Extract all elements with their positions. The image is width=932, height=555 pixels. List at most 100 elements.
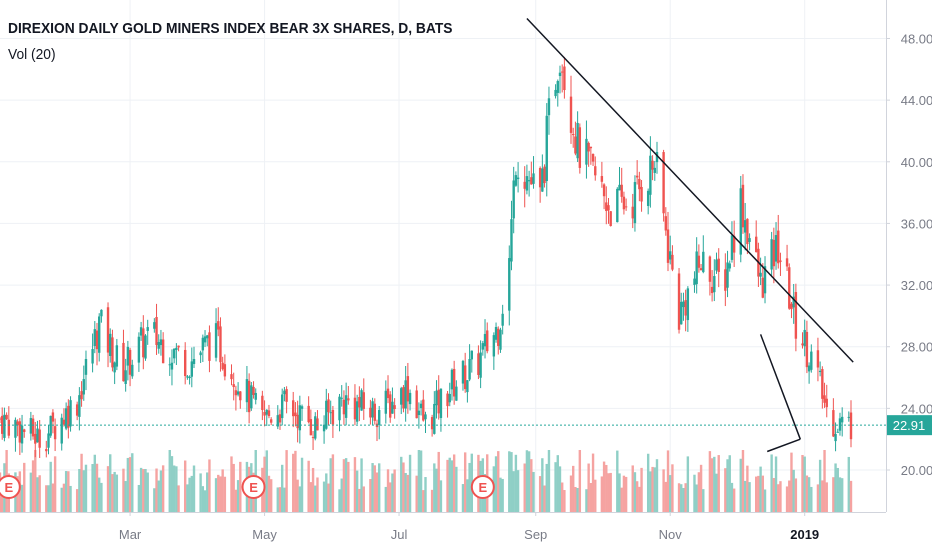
volume-bar xyxy=(49,461,52,512)
volume-bar xyxy=(494,456,498,512)
volume-bar xyxy=(633,472,637,512)
volume-bar xyxy=(157,480,160,512)
volume-bar xyxy=(239,461,242,512)
earnings-marker[interactable]: E xyxy=(470,475,495,499)
volume-bar xyxy=(128,457,132,512)
candle-body xyxy=(153,322,156,329)
volume-bar xyxy=(294,450,297,512)
volume-bar xyxy=(391,473,394,512)
candle-body xyxy=(532,173,535,184)
volume-bar xyxy=(84,464,88,512)
candle-body xyxy=(186,376,189,378)
volume-bar xyxy=(448,457,451,512)
candle-body xyxy=(239,391,242,401)
volume-bar xyxy=(697,472,701,512)
candle-body xyxy=(677,273,681,330)
volume-bar xyxy=(840,478,844,512)
candle-body xyxy=(82,379,85,395)
volume-bar xyxy=(378,463,381,512)
volume-bar xyxy=(342,459,346,512)
volume-bar xyxy=(172,465,176,512)
volume-bar xyxy=(572,465,575,512)
time-axis-label: May xyxy=(252,527,277,542)
candle-body xyxy=(60,417,63,444)
candle-body xyxy=(415,390,418,419)
earnings-marker[interactable]: E xyxy=(241,475,266,499)
candle-body xyxy=(602,184,606,197)
candle-body xyxy=(16,421,19,426)
volume-bar xyxy=(170,456,174,512)
candle-body xyxy=(362,392,365,409)
volume-bar xyxy=(574,486,577,512)
candle-body xyxy=(618,184,621,191)
candle-body xyxy=(834,433,837,442)
candle-body xyxy=(93,329,97,347)
volume-bar xyxy=(805,475,809,512)
volume-bar xyxy=(585,489,588,512)
volume-bar xyxy=(605,464,608,512)
volume-bar xyxy=(532,471,535,512)
earnings-marker[interactable]: E xyxy=(0,475,21,499)
candle-body xyxy=(732,235,736,253)
volume-indicator-label[interactable]: Vol (20) xyxy=(8,46,56,63)
candle-body xyxy=(203,336,207,343)
volume-bar xyxy=(607,473,610,512)
volume-bar xyxy=(609,472,612,512)
volume-bar xyxy=(794,478,798,512)
candle-body xyxy=(47,433,50,448)
candle-body xyxy=(111,337,114,368)
chart-title: DIREXION DAILY GOLD MINERS INDEX BEAR 3X… xyxy=(8,20,453,37)
volume-bar xyxy=(137,484,141,512)
candle-body xyxy=(779,260,782,262)
volume-bar xyxy=(115,474,119,512)
volume-bar xyxy=(69,485,72,512)
volume-bar xyxy=(223,476,227,512)
candle-body xyxy=(113,362,116,373)
volume-bar xyxy=(635,481,639,512)
volume-bar xyxy=(422,490,425,512)
volume-bar xyxy=(316,477,319,512)
candle-body xyxy=(347,398,350,401)
volume-bar xyxy=(849,480,853,512)
candle-body xyxy=(724,269,727,291)
candle-body xyxy=(554,89,557,97)
volume-bar xyxy=(93,454,97,512)
candle-body xyxy=(605,202,608,212)
candle-body xyxy=(327,399,330,413)
candle-body xyxy=(684,300,687,316)
volume-bar xyxy=(340,478,343,512)
candle-body xyxy=(574,136,577,154)
candle-body xyxy=(325,400,328,429)
candle-body xyxy=(338,396,341,421)
volume-bar xyxy=(587,463,590,512)
volume-bar xyxy=(406,474,410,512)
earnings-marker-circle xyxy=(470,475,495,499)
volume-bar xyxy=(190,475,194,512)
candle-body xyxy=(788,267,791,309)
candle-body xyxy=(329,412,332,414)
candle-body xyxy=(283,390,286,395)
candle-body xyxy=(514,175,518,186)
volume-bar xyxy=(624,476,628,512)
volume-bar xyxy=(31,460,35,512)
earnings-marker-circle xyxy=(0,475,21,499)
volume-bar xyxy=(653,467,656,512)
volume-bar xyxy=(300,457,304,512)
candle-body xyxy=(250,385,253,409)
volume-bar xyxy=(686,456,690,512)
time-axis-label: Jul xyxy=(391,527,408,542)
candle-body xyxy=(777,230,780,264)
candle-body xyxy=(188,376,191,379)
candle-body xyxy=(818,370,822,373)
candle-body xyxy=(393,405,396,410)
candle-body xyxy=(261,395,264,411)
volume-bar xyxy=(188,477,191,512)
candle-body xyxy=(810,351,813,370)
candle-body xyxy=(702,251,705,273)
candle-body xyxy=(292,400,295,417)
volume-bar xyxy=(461,484,465,512)
candle-body xyxy=(646,190,650,206)
candle-body xyxy=(245,379,249,403)
